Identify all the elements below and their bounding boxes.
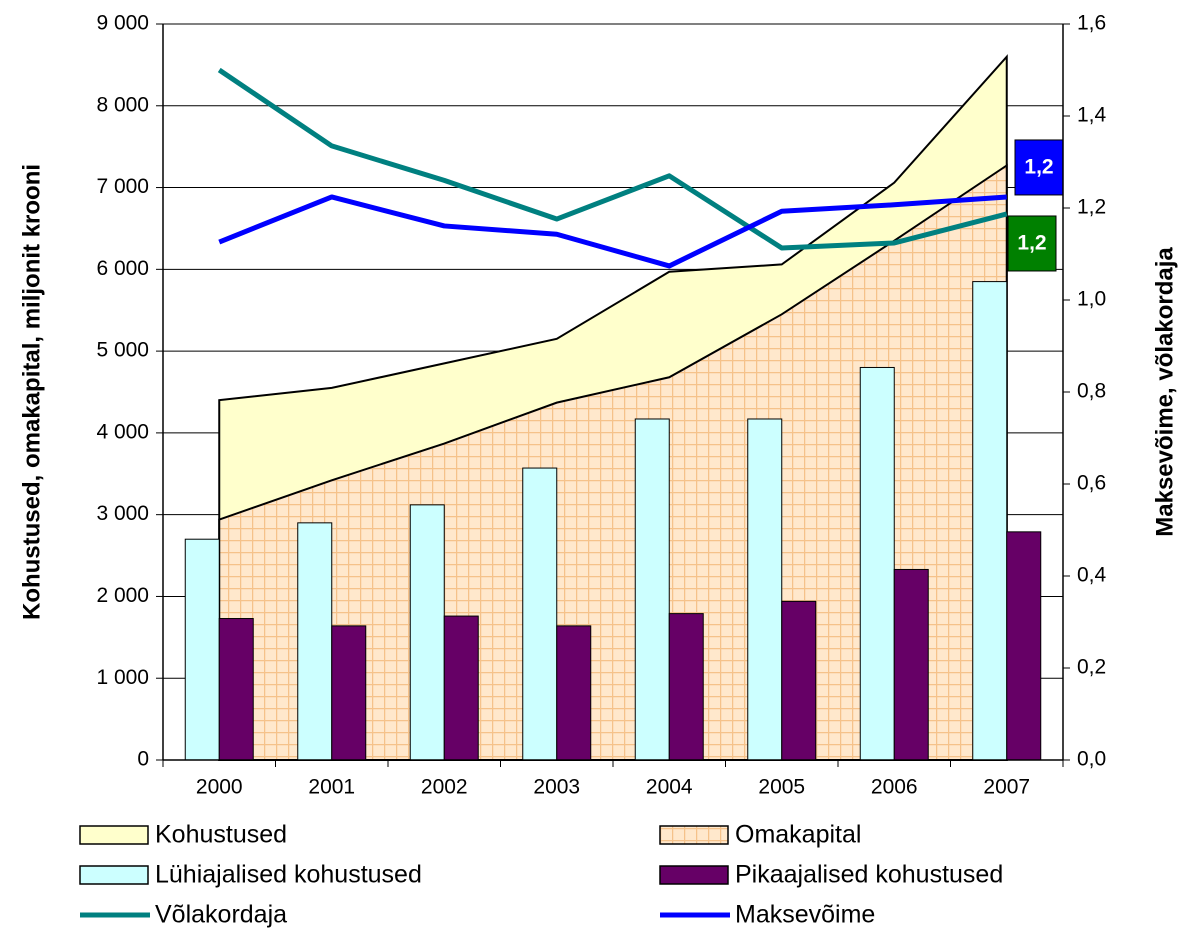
legend-label: Pikaajalised kohustused [735,861,1003,889]
legend-label: Omakapital [735,821,861,849]
y2-tick-label: 0,0 [1077,748,1106,771]
bar [297,522,333,761]
bar [443,615,479,761]
x-tick-label: 2007 [983,776,1030,799]
legend-swatch [79,865,149,885]
y-tick-label: 9 000 [96,12,149,35]
bar [331,625,367,761]
y-axis-title: Kohustused, omakapital, miljonit krooni [18,164,45,620]
bar [668,613,704,761]
legend-label: Kohustused [155,821,287,849]
x-tick-label: 2006 [871,776,918,799]
bar [893,568,929,761]
value-label: 1,2 [1024,156,1053,179]
legend-swatch [659,825,729,845]
bar [409,504,445,761]
bar [781,600,817,761]
bar [747,418,783,761]
y2-tick-label: 1,0 [1077,288,1106,311]
value-label-box [1014,139,1064,196]
bar [634,418,670,761]
x-tick-label: 2003 [533,776,580,799]
y2-tick-label: 0,6 [1077,472,1106,495]
y2-tick-label: 0,4 [1077,564,1107,587]
bar [218,618,254,761]
bar [184,538,220,761]
y2-tick-label: 1,6 [1077,12,1106,35]
legend-swatch [79,825,149,845]
bar [859,366,895,761]
y-tick-label: 1 000 [96,666,149,689]
line [217,67,1008,251]
bar [972,281,1008,761]
y2-tick-label: 0,2 [1077,656,1106,679]
y-tick-label: 7 000 [96,175,149,198]
legend-label: Võlakordaja [155,901,287,929]
bar [1006,531,1042,761]
value-label-box [1007,215,1057,272]
line [218,194,1007,269]
bar [522,467,558,761]
x-tick-label: 2000 [196,776,243,799]
y-tick-label: 0 [137,748,149,771]
y2-axis-title: Maksevõime, võlakordaja [1151,247,1178,537]
y-tick-label: 4 000 [96,420,149,443]
y2-tick-label: 1,4 [1077,104,1107,127]
legend-label: Maksevõime [735,901,875,929]
y-tick-label: 5 000 [96,339,149,362]
bar [556,625,592,761]
y-tick-label: 6 000 [96,257,149,280]
x-tick-label: 2004 [646,776,693,799]
y-tick-label: 8 000 [96,93,149,116]
legend-label: Lühiajalised kohustused [155,861,422,889]
y-tick-label: 3 000 [96,502,149,525]
legend-swatch [659,865,729,885]
x-tick-label: 2005 [758,776,805,799]
value-label: 1,2 [1017,232,1046,255]
y-tick-label: 2 000 [96,584,149,607]
x-tick-label: 2002 [421,776,468,799]
y2-tick-label: 1,2 [1077,196,1106,219]
x-tick-label: 2001 [308,776,355,799]
y2-tick-label: 0,8 [1077,380,1106,403]
